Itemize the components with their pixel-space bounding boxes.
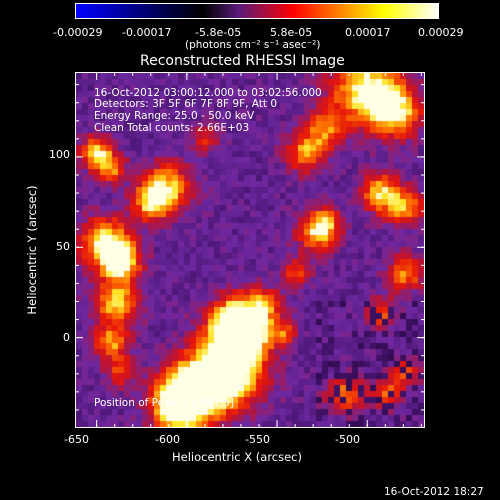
y-tick-label: 0 xyxy=(63,331,70,344)
image-plot xyxy=(75,72,425,428)
x-tick-label: -650 xyxy=(64,433,89,446)
colorbar xyxy=(75,3,439,19)
colorbar-tick-label: 0.00017 xyxy=(345,26,391,39)
x-tick-label: -550 xyxy=(245,433,270,446)
colorbar-tick-label: -5.8e-05 xyxy=(195,26,242,39)
colorbar-tick-label: -0.00029 xyxy=(53,26,103,39)
info-line-detectors: Detectors: 3F 5F 6F 7F 8F 9F, Att 0 xyxy=(94,98,278,110)
x-axis-label: Heliocentric X (arcsec) xyxy=(172,450,302,464)
heatmap-image xyxy=(76,73,424,427)
colorbar-tick-label: -0.00017 xyxy=(122,26,172,39)
x-tick-label: -500 xyxy=(335,433,360,446)
info-line-time: 16-Oct-2012 03:00:12.000 to 03:02:56.000 xyxy=(94,87,322,99)
y-tick-label: 50 xyxy=(56,240,70,253)
x-tick-label: -600 xyxy=(155,433,180,446)
colorbar-tick-label: 0.00029 xyxy=(418,26,464,39)
colorbar-units: (photons cm⁻² s⁻¹ asec⁻²) xyxy=(185,39,321,51)
peak-position-label: Position of Peak = [-561,5] xyxy=(94,397,235,409)
info-line-energy: Energy Range: 25.0 - 50.0 keV xyxy=(94,110,255,122)
info-line-counts: Clean Total counts: 2.66E+03 xyxy=(94,122,250,134)
colorbar-tick-label: 5.8e-05 xyxy=(270,26,313,39)
plot-title: Reconstructed RHESSI Image xyxy=(140,53,345,69)
footer-timestamp: 16-Oct-2012 18:27 xyxy=(384,486,484,498)
y-axis-label: Heliocentric Y (arcsec) xyxy=(25,185,39,315)
y-tick-label: 100 xyxy=(49,148,70,161)
